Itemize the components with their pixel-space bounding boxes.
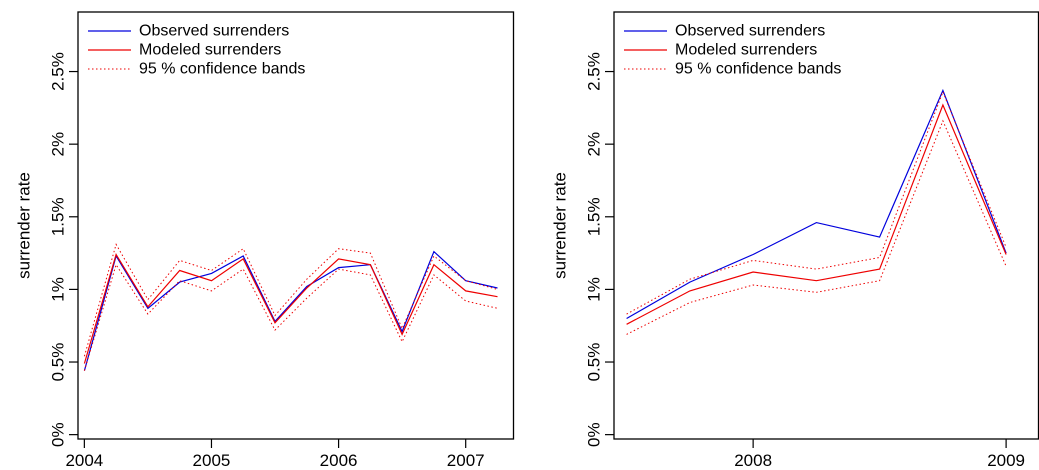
- series-line-3: [626, 90, 1007, 315]
- y-tick-label: 1.5%: [49, 197, 68, 236]
- x-tick-label: 2007: [447, 451, 485, 470]
- y-tick-label: 2%: [49, 132, 68, 157]
- y-tick-label: 0.5%: [49, 343, 68, 382]
- series-line-4: [626, 119, 1007, 335]
- series-line-1: [626, 88, 1007, 320]
- y-tick-label: 0%: [585, 422, 604, 447]
- y-tick-label: 2.5%: [49, 52, 68, 91]
- legend-label: Observed surrenders: [675, 23, 825, 40]
- y-tick-label: 0%: [49, 422, 68, 447]
- legend-label: 95 % confidence bands: [139, 61, 305, 78]
- chart-panel-2: 0% 0.5% 1% 1.5% 2% 2.5% 2008 2009 surrender rate…: [551, 11, 1039, 470]
- y-tick-label: 2%: [585, 132, 604, 157]
- y-tick-label: 1%: [585, 277, 604, 302]
- series-line-2: [83, 253, 498, 364]
- x-tick-label: 2005: [193, 451, 231, 470]
- series-line-3: [83, 243, 498, 357]
- legend-label: Observed surrenders: [139, 23, 289, 40]
- series-line-1: [83, 250, 498, 371]
- legend: Observed surrenders Modeled surrenders 95 …: [624, 23, 841, 78]
- y-axis-label: surrender rate: [551, 172, 570, 279]
- legend-label: 95 % confidence bands: [675, 61, 841, 78]
- series-line-4: [83, 263, 498, 371]
- chart-panel-1: 0% 0.5% 1% 1.5% 2% 2.5% 2004 2005 2006 2007 surren…: [15, 11, 515, 470]
- y-tick-label: 0.5%: [585, 343, 604, 382]
- legend-label: Modeled surrenders: [675, 42, 817, 59]
- x-tick-label: 2004: [65, 451, 103, 470]
- plot-frame: [77, 11, 515, 440]
- x-tick-label: 2006: [320, 451, 358, 470]
- y-tick-label: 1%: [49, 277, 68, 302]
- y-axis-label: surrender rate: [15, 172, 34, 279]
- legend-label: Modeled surrenders: [139, 42, 281, 59]
- y-tick-label: 1.5%: [585, 197, 604, 236]
- x-tick-label: 2008: [734, 451, 772, 470]
- legend: Observed surrenders Modeled surrenders 95 …: [88, 23, 305, 78]
- y-tick-label: 2.5%: [585, 52, 604, 91]
- x-tick-label: 2009: [987, 451, 1025, 470]
- series-line-2: [626, 103, 1007, 325]
